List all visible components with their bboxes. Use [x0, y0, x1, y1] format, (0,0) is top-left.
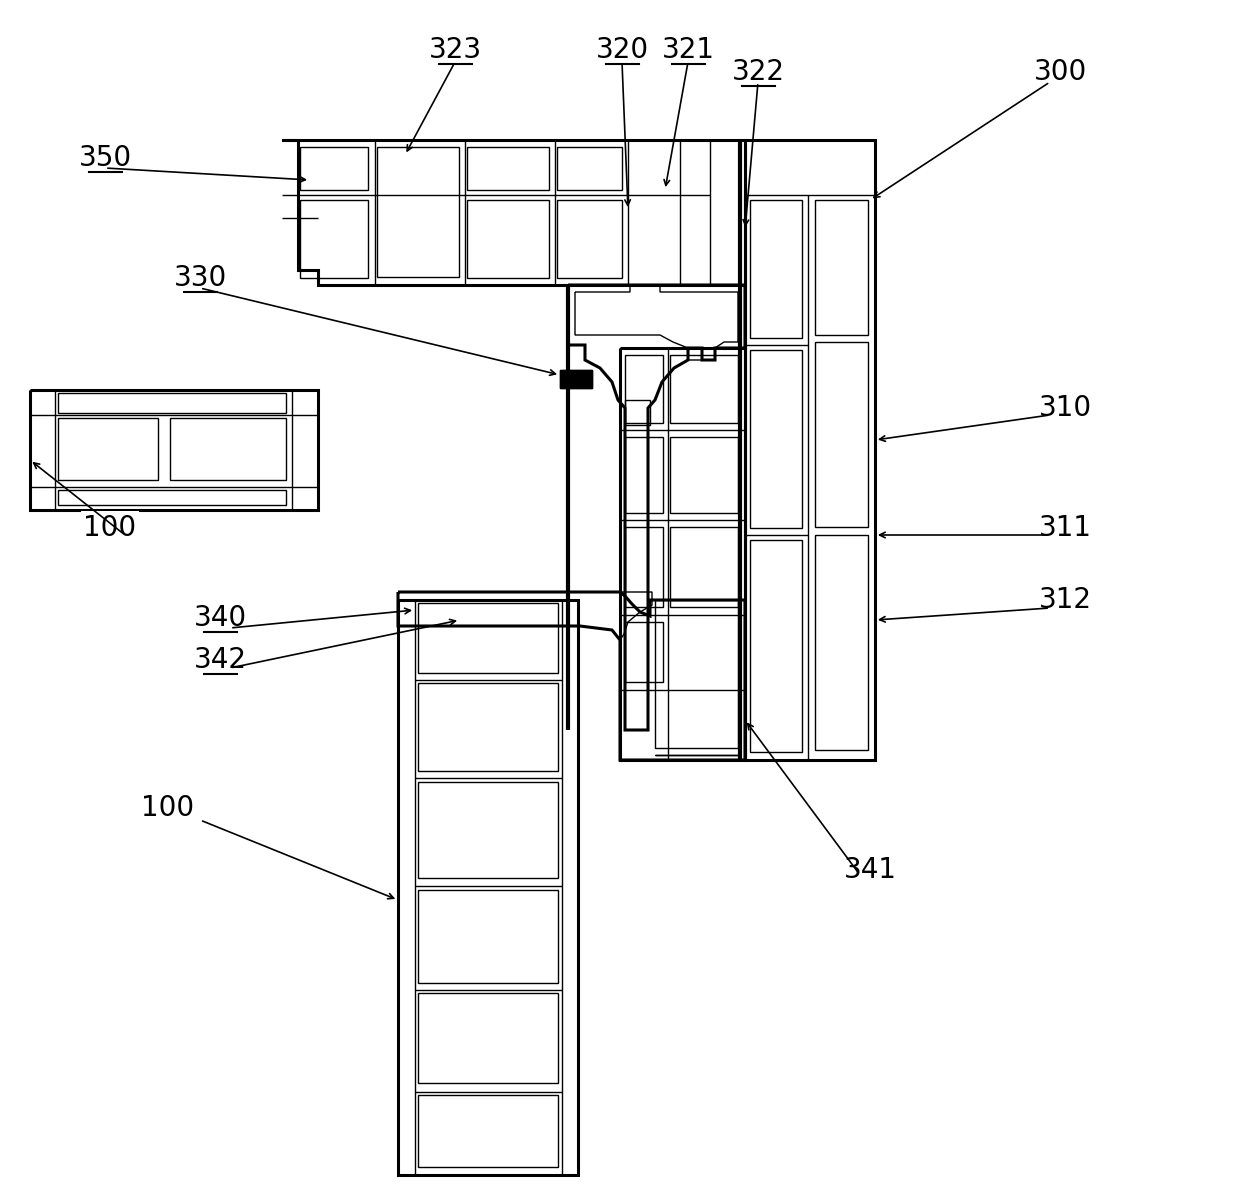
- Text: 100: 100: [141, 794, 195, 822]
- Polygon shape: [398, 592, 745, 760]
- Polygon shape: [300, 200, 368, 278]
- Text: 321: 321: [661, 36, 714, 64]
- Polygon shape: [815, 200, 868, 335]
- Text: 340: 340: [193, 604, 247, 632]
- Polygon shape: [281, 140, 745, 286]
- Polygon shape: [557, 200, 622, 278]
- Polygon shape: [467, 200, 549, 278]
- Polygon shape: [418, 782, 558, 878]
- Polygon shape: [58, 491, 286, 505]
- Polygon shape: [620, 592, 652, 640]
- Text: 300: 300: [1033, 58, 1086, 87]
- Text: 312: 312: [1039, 587, 1091, 614]
- Text: 100: 100: [83, 514, 136, 542]
- Polygon shape: [398, 600, 578, 1176]
- Polygon shape: [625, 356, 663, 423]
- Polygon shape: [670, 356, 738, 423]
- Text: 323: 323: [429, 36, 481, 64]
- Polygon shape: [625, 527, 663, 607]
- Polygon shape: [625, 401, 650, 425]
- Polygon shape: [557, 147, 622, 190]
- Polygon shape: [418, 890, 558, 984]
- Polygon shape: [575, 286, 738, 360]
- Polygon shape: [377, 147, 459, 277]
- Polygon shape: [750, 350, 802, 529]
- Polygon shape: [418, 603, 558, 673]
- Polygon shape: [300, 147, 368, 190]
- Polygon shape: [418, 1095, 558, 1167]
- Text: 320: 320: [595, 36, 649, 64]
- Text: 342: 342: [193, 646, 247, 674]
- Polygon shape: [750, 200, 802, 338]
- Polygon shape: [815, 534, 868, 750]
- Polygon shape: [655, 600, 738, 748]
- Polygon shape: [418, 993, 558, 1083]
- Polygon shape: [815, 342, 868, 527]
- Polygon shape: [170, 418, 286, 480]
- Polygon shape: [30, 390, 317, 510]
- Polygon shape: [418, 683, 558, 771]
- Text: 341: 341: [843, 856, 897, 884]
- Polygon shape: [670, 527, 738, 607]
- Text: 350: 350: [78, 145, 131, 172]
- Polygon shape: [58, 418, 157, 480]
- Polygon shape: [467, 147, 549, 190]
- Polygon shape: [750, 540, 802, 752]
- Text: 311: 311: [1039, 514, 1091, 542]
- Text: 310: 310: [1038, 393, 1091, 422]
- Text: 330: 330: [174, 264, 227, 292]
- Polygon shape: [58, 393, 286, 414]
- Polygon shape: [625, 437, 663, 513]
- Text: 322: 322: [732, 58, 785, 87]
- Polygon shape: [568, 286, 745, 730]
- Polygon shape: [560, 370, 591, 387]
- Polygon shape: [745, 140, 875, 760]
- Polygon shape: [625, 622, 663, 683]
- Polygon shape: [620, 348, 745, 760]
- Polygon shape: [670, 437, 738, 513]
